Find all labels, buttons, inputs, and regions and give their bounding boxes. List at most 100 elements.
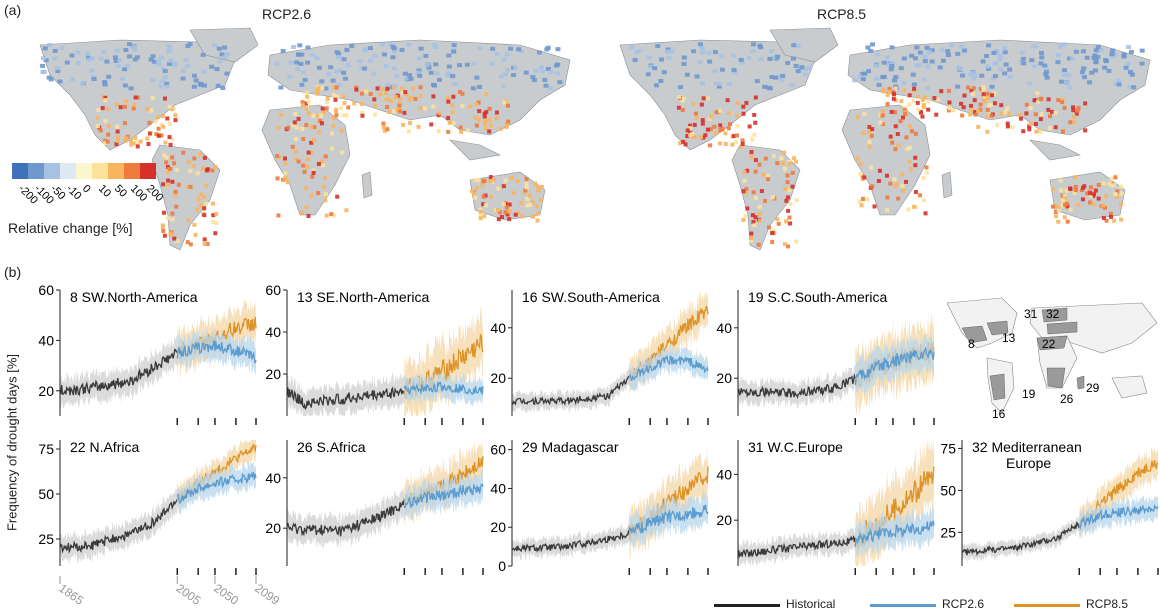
- rcp26-line: [628, 354, 709, 381]
- panel-a-label: (a): [4, 2, 22, 18]
- continent-shape: [361, 171, 373, 199]
- y-tick-label: 20: [716, 512, 732, 528]
- rcp26-line: [854, 520, 935, 547]
- rcp26-line: [1078, 504, 1159, 531]
- continent-shape: [189, 27, 259, 63]
- inset-region-label: 13: [1002, 331, 1016, 345]
- inset-region-highlight: [1076, 375, 1085, 390]
- region-chart: 20 40 19 S.C.South-America: [716, 289, 935, 425]
- x-tick-label: 2099: [252, 581, 282, 608]
- y-tick-label: 0: [498, 558, 506, 574]
- y-tick-label: 40: [716, 320, 732, 336]
- inset-region-label: 32: [1046, 307, 1060, 321]
- y-tick-label: 40: [716, 466, 732, 482]
- legend-label-rcp85: RCP8.5: [1086, 597, 1129, 611]
- chart-title: 31 W.C.Europe: [748, 439, 843, 455]
- region-chart: 0 20 40 60 29 Madagascar: [490, 439, 709, 575]
- map-drier-region: [676, 85, 1124, 249]
- chart-title: 29 Madagascar: [522, 439, 619, 455]
- colorbar-swatch: [124, 163, 140, 179]
- colorbar-swatch: [44, 163, 60, 179]
- x-axis-labels: 1865 2005 2050 2099: [56, 576, 282, 608]
- y-tick-label: 20: [716, 370, 732, 386]
- legend: Historical RCP2.6 RCP8.5: [714, 597, 1158, 613]
- chart-title: 19 S.C.South-America: [748, 289, 887, 305]
- chart-title-line2: Europe: [1006, 455, 1051, 471]
- region-chart: 20 40 26 S.Africa: [265, 439, 484, 575]
- inset-region-label: 19: [1022, 387, 1036, 401]
- map-wetter-region: [629, 42, 1145, 91]
- y-tick-label: 20: [490, 370, 506, 386]
- map-title-rcp85: RCP8.5: [817, 6, 867, 22]
- rcp26-line: [403, 483, 484, 510]
- colorbar-swatch: [108, 163, 124, 179]
- y-tick-label: 60: [38, 282, 54, 298]
- y-tick-label: 20: [490, 519, 506, 535]
- colorbar-label: Relative change [%]: [8, 220, 133, 236]
- world-map: [39, 27, 571, 251]
- historical-band: [962, 515, 1080, 564]
- y-tick-label: 25: [940, 524, 956, 540]
- rcp26-band: [177, 460, 256, 516]
- y-tick-label: 40: [38, 332, 54, 348]
- historical-line: [511, 375, 630, 406]
- colorbar-tick-label: 200: [144, 183, 165, 204]
- chart-title: 13 SE.North-America: [297, 289, 429, 305]
- historical-line: [59, 348, 178, 397]
- historical-band: [738, 363, 856, 410]
- inset-region-highlight: [961, 325, 988, 344]
- inset-region-label: 8: [968, 337, 975, 351]
- y-tick-label: 20: [38, 383, 54, 399]
- y-tick-label: 40: [490, 480, 506, 496]
- rcp26-line: [854, 346, 935, 385]
- inset-region-highlight: [1041, 307, 1068, 323]
- inset-region-highlight: [1046, 321, 1078, 335]
- x-tick-label: 1865: [56, 581, 86, 608]
- chart-title: 26 S.Africa: [297, 439, 366, 455]
- colorbar-swatch: [76, 163, 92, 179]
- historical-line: [286, 386, 405, 411]
- historical-band: [512, 367, 630, 414]
- historical-band: [287, 487, 405, 550]
- historical-line: [737, 535, 856, 559]
- map-title-rcp26: RCP2.6: [262, 6, 312, 22]
- rcp26-line: [628, 504, 709, 535]
- x-tick-label: 2050: [211, 581, 241, 608]
- rcp26-line: [176, 471, 257, 504]
- historical-band: [60, 487, 178, 565]
- historical-band: [512, 522, 630, 561]
- inset-region-label: 22: [1042, 337, 1056, 351]
- inset-region-map: 8 13 16 19 22 26 29 31 32: [942, 288, 1160, 421]
- region-chart: 25 50 75 22 N.Africa: [38, 439, 257, 575]
- rcp26-line: [176, 340, 257, 364]
- inset-region-highlight: [1046, 367, 1066, 389]
- region-chart: 20 40 60 13 SE.North-America: [265, 282, 484, 425]
- continent-shape: [1029, 139, 1081, 161]
- inset-continent: [946, 297, 1018, 349]
- inset-region-highlight: [986, 320, 1009, 336]
- y-tick-label: 75: [38, 441, 54, 457]
- historical-line: [59, 498, 178, 554]
- colorbar-tick-label: -10: [64, 183, 84, 203]
- y-tick-label: 40: [490, 320, 506, 336]
- chart-title: 8 SW.North-America: [70, 289, 198, 305]
- colorbar-tick-label: 100: [128, 183, 149, 204]
- legend-swatch-historical: [714, 604, 780, 607]
- region-chart: 20 40 60 8 SW.North-America: [38, 282, 257, 425]
- chart-title: 22 N.Africa: [70, 439, 139, 455]
- y-tick-label: 50: [940, 482, 956, 498]
- legend-label-historical: Historical: [786, 597, 836, 611]
- colorbar-swatch: [60, 163, 76, 179]
- panel-b-label: (b): [4, 264, 22, 280]
- region-chart: 20 40 16 SW.South-America: [490, 289, 709, 425]
- y-tick-label: 40: [265, 470, 281, 486]
- x-tick-label: 2005: [174, 581, 204, 608]
- historical-band: [738, 526, 856, 566]
- colorbar-swatch: [140, 163, 156, 179]
- chart-title: 32 Mediterranean: [972, 439, 1082, 455]
- continent-shape: [941, 171, 953, 199]
- continent-shape: [769, 27, 839, 63]
- historical-line: [286, 498, 405, 537]
